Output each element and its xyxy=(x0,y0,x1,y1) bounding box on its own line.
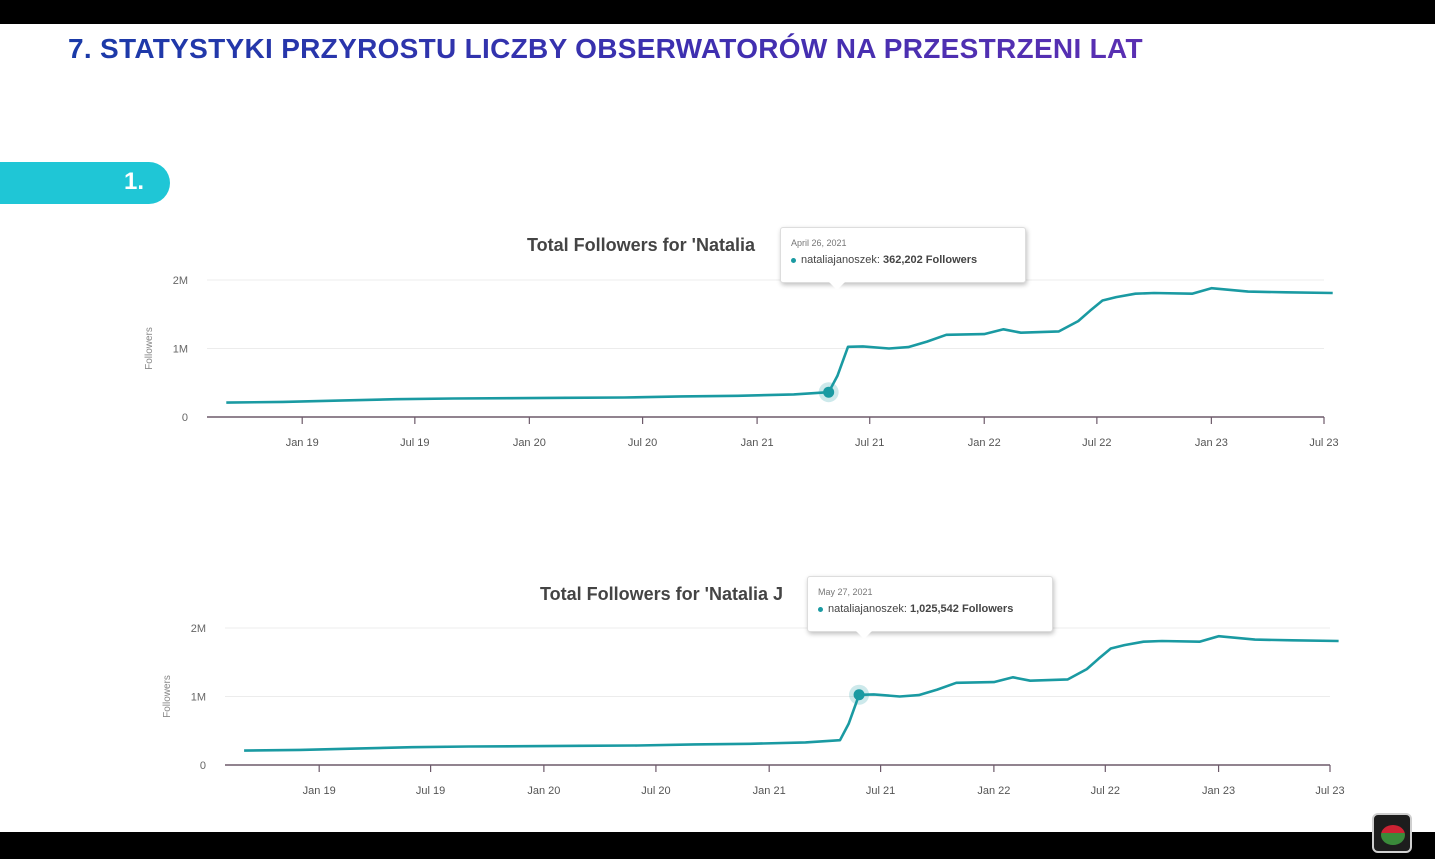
chart-1-tooltip-value: 362,202 xyxy=(882,254,923,266)
followers-chart-1: 0 1M 2M Followers Jan 19 Jul 19 Jan 20 Jul 20 Ja… xyxy=(0,224,1435,484)
tooltip-arrow xyxy=(829,282,845,290)
y-tick-label: 2M xyxy=(191,623,206,635)
chart-1-tooltip-date: April 26, 2021 xyxy=(791,238,847,248)
x-tick-label: Jul 21 xyxy=(855,437,884,449)
y-axis-label: Followers xyxy=(162,675,173,718)
y-tick-label: 1M xyxy=(191,692,206,704)
chart-2-tooltip-suffix: Followers xyxy=(961,603,1014,615)
chart-1-tooltip-suffix: Followers xyxy=(925,254,978,266)
series-dot-icon xyxy=(791,257,796,263)
x-tick-label: Jul 23 xyxy=(1309,437,1338,449)
x-tick-label: Jan 19 xyxy=(286,437,319,449)
chart-2-tooltip-value: 1,025,542 xyxy=(909,603,959,615)
x-tick-label: Jan 21 xyxy=(741,437,774,449)
slide: 7. STATYSTYKI PRZYROSTU LICZBY OBSERWATO… xyxy=(0,24,1435,832)
x-tick-label: Jul 19 xyxy=(416,785,445,797)
x-tick-label: Jan 23 xyxy=(1195,437,1228,449)
x-tick-label: Jul 21 xyxy=(866,785,895,797)
x-tick-label: Jul 23 xyxy=(1315,785,1344,797)
section-number-badge: 1. xyxy=(0,162,170,204)
x-tick-label: Jan 22 xyxy=(968,437,1001,449)
x-tick-label: Jan 19 xyxy=(303,785,336,797)
x-tick-label: Jul 20 xyxy=(641,785,670,797)
x-tick-label: Jul 19 xyxy=(400,437,429,449)
x-tick-label: Jan 20 xyxy=(527,785,560,797)
highlight-point xyxy=(823,386,835,398)
x-tick-label: Jan 22 xyxy=(977,785,1010,797)
chart-1-title: Total Followers for 'Natalia xyxy=(527,235,755,255)
chart-1-tooltip-line: nataliajanoszek: 362,202 Followers xyxy=(791,254,977,266)
y-tick-label: 0 xyxy=(200,760,206,772)
chart-2-tooltip-line: nataliajanoszek: 1,025,542 Followers xyxy=(818,603,1013,615)
chart-2-tooltip: May 27, 2021 nataliajanoszek: 1,025,542 … xyxy=(807,576,1053,639)
chart-2-title: Total Followers for 'Natalia J xyxy=(540,584,783,604)
series-dot-icon xyxy=(818,606,823,612)
y-tick-label: 2M xyxy=(173,275,188,287)
series-line xyxy=(244,634,1339,752)
x-tick-label: Jan 21 xyxy=(753,785,786,797)
y-axis-label: Followers xyxy=(144,327,155,370)
x-tick-label: Jul 22 xyxy=(1091,785,1120,797)
channel-logo-icon xyxy=(1372,813,1412,853)
followers-chart-2: 0 1M 2M Followers Jan 19 Jul 19 Jan 20 Jul 20 Ja… xyxy=(0,572,1435,832)
series-line xyxy=(226,286,1333,404)
tooltip-arrow xyxy=(856,631,872,639)
chart-1-tooltip-series: nataliajanoszek xyxy=(801,254,877,266)
chart-2-tooltip-date: May 27, 2021 xyxy=(818,587,873,597)
chart-1-tooltip: April 26, 2021 nataliajanoszek: 362,202 … xyxy=(780,227,1026,290)
y-tick-label: 1M xyxy=(173,344,188,356)
x-tick-label: Jan 20 xyxy=(513,437,546,449)
x-tick-label: Jul 22 xyxy=(1082,437,1111,449)
chart-2-svg: 0 1M 2M Followers Jan 19 Jul 19 Jan 20 Jul 20 Ja… xyxy=(162,623,1345,797)
y-tick-label: 0 xyxy=(182,412,188,424)
slide-title: 7. STATYSTYKI PRZYROSTU LICZBY OBSERWATO… xyxy=(68,33,1143,64)
x-tick-label: Jan 23 xyxy=(1202,785,1235,797)
chart-1-svg: 0 1M 2M Followers Jan 19 Jul 19 Jan 20 Jul 20 Ja… xyxy=(144,275,1339,449)
chart-2-tooltip-series: nataliajanoszek xyxy=(828,603,904,615)
highlight-point xyxy=(853,689,865,701)
x-tick-label: Jul 20 xyxy=(628,437,657,449)
section-number: 1. xyxy=(123,168,144,195)
